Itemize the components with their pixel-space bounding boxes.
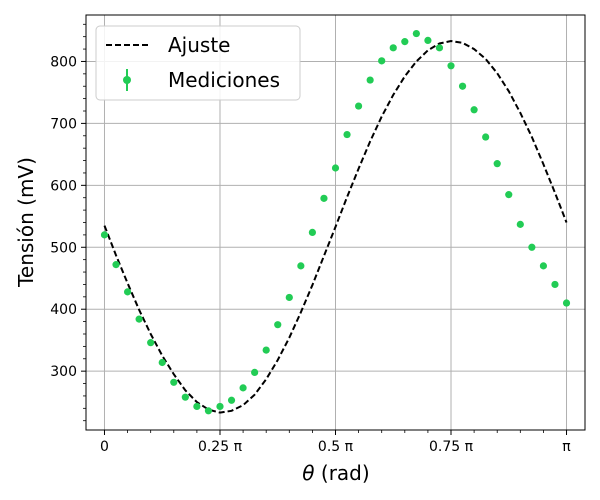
y-tick-label: 500 (50, 240, 77, 256)
y-tick-label: 700 (50, 116, 77, 132)
data-point (262, 346, 270, 354)
data-point (297, 262, 305, 270)
data-point (170, 378, 178, 386)
data-point (528, 243, 536, 251)
data-point (551, 280, 559, 289)
data-point (562, 299, 571, 307)
data-point (204, 407, 213, 415)
y-tick-label: 400 (50, 302, 77, 318)
x-tick-label: 0.5 π (318, 439, 354, 455)
data-point (123, 288, 132, 296)
data-point (424, 36, 432, 45)
fit-line (103, 39, 568, 414)
y-axis-label: Tensión (mV) (14, 157, 38, 288)
data-point (239, 384, 247, 392)
legend-fit-label: Ajuste (168, 33, 230, 57)
ticks: 0 0.25 π 0.5 π 0.75 π π 300 400 500 600 700 800 (50, 23, 571, 455)
x-axis-label: θ (rad) (302, 461, 369, 485)
x-tick-label: 0 (100, 439, 109, 455)
data-point (516, 220, 524, 228)
data-point (389, 44, 397, 52)
data-point (193, 402, 201, 411)
data-point (539, 262, 548, 270)
data-point (135, 315, 143, 323)
data-point (378, 57, 386, 65)
fit-layer (103, 39, 568, 414)
data-point (158, 358, 166, 367)
data-point (355, 102, 363, 110)
points-layer (100, 29, 571, 415)
data-point (435, 44, 444, 52)
data-point (401, 38, 409, 46)
data-point (147, 339, 155, 347)
data-point (505, 191, 513, 199)
data-point (251, 368, 259, 376)
data-point (458, 82, 467, 90)
data-point (181, 393, 189, 401)
data-point (227, 396, 236, 404)
y-tick-label: 300 (50, 364, 77, 380)
data-point (470, 106, 478, 114)
data-point (493, 160, 501, 168)
data-point (274, 321, 282, 329)
legend-points-swatch (123, 76, 131, 84)
data-point (331, 164, 340, 172)
data-point (447, 62, 455, 70)
x-tick-label: π (562, 439, 571, 455)
x-axis-label-symbol: θ (302, 461, 314, 485)
data-point (343, 130, 351, 139)
x-tick-label: 0.75 π (429, 439, 474, 455)
legend-points-label: Mediciones (168, 68, 280, 92)
data-point (320, 194, 328, 202)
data-point (366, 76, 374, 84)
x-axis-label-unit: (rad) (315, 461, 370, 485)
data-point (412, 29, 420, 38)
data-point (100, 231, 109, 239)
legend: Ajuste Mediciones (95, 25, 301, 101)
data-point (285, 293, 293, 302)
y-tick-label: 800 (50, 54, 77, 70)
data-point (482, 133, 490, 141)
y-tick-label: 600 (50, 178, 77, 194)
data-point (308, 228, 316, 237)
grid (86, 15, 585, 430)
data-point (112, 261, 120, 269)
data-point (216, 402, 224, 411)
x-tick-label: 0.25 π (198, 439, 243, 455)
